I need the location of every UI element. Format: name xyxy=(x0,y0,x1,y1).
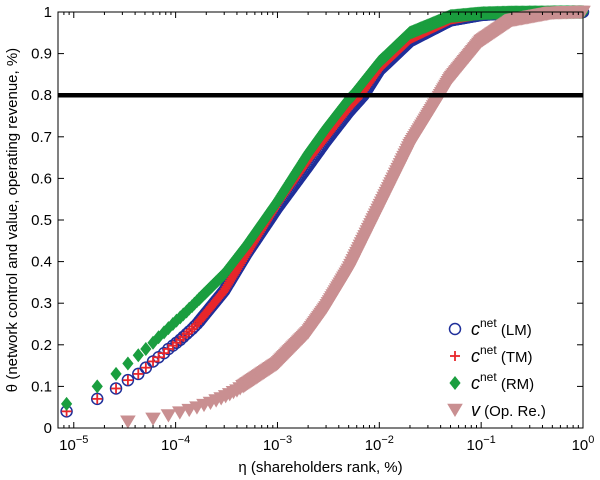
legend-label: cnet (RM) xyxy=(471,370,534,393)
y-tick-label: 0.7 xyxy=(31,129,52,146)
series-4-point xyxy=(120,415,136,429)
legend-marker xyxy=(449,376,461,390)
series-2-point xyxy=(111,383,122,394)
series-1-point xyxy=(139,361,153,374)
x-axis-label: η (shareholders rank, %) xyxy=(238,459,402,476)
series-3-point xyxy=(60,396,73,411)
series-4-point xyxy=(160,409,177,423)
x-tick-label: 10−3 xyxy=(263,434,292,454)
legend-marker xyxy=(450,351,460,361)
y-tick-label: 0 xyxy=(44,420,52,437)
series-2-point xyxy=(140,362,151,373)
series-2-point xyxy=(153,352,164,363)
series-1-point xyxy=(121,373,135,387)
x-tick-label: 10−4 xyxy=(161,434,190,454)
x-tick-label: 100 xyxy=(572,434,595,454)
legend-item: v (Op. Re.) xyxy=(447,400,546,420)
x-tick-label: 10−5 xyxy=(59,434,88,454)
series-4 xyxy=(120,5,591,429)
axis-ticks xyxy=(57,11,584,429)
x-tick-label: 10−2 xyxy=(365,434,394,454)
y-tick-label: 0.5 xyxy=(31,212,52,229)
series-4-point xyxy=(172,406,188,420)
legend-item: cnet (RM) xyxy=(449,370,534,393)
legend: cnet (LM) cnet (TM) cnet (RM) v (Op. Re.) xyxy=(447,316,546,420)
legend-label: cnet (TM) xyxy=(471,343,533,366)
series-4-point xyxy=(145,412,161,426)
legend-label: cnet (LM) xyxy=(471,316,532,339)
series-2-point xyxy=(122,375,133,386)
legend-marker xyxy=(447,403,463,418)
series-3-point xyxy=(91,379,103,394)
series-1-point xyxy=(132,367,145,381)
legend-item: cnet (TM) xyxy=(450,343,533,366)
y-tick-label: 0.6 xyxy=(31,170,52,187)
series-3-point xyxy=(110,366,122,381)
y-axis-label: θ (network control and value, operating … xyxy=(4,48,21,392)
series-2-point xyxy=(133,368,144,379)
x-tick-label: 10−1 xyxy=(467,434,496,454)
series-2-point xyxy=(148,356,159,367)
y-tick-label: 0.3 xyxy=(31,295,52,312)
series-3-point xyxy=(122,356,134,371)
y-tick-label: 0.9 xyxy=(31,46,52,63)
legend-item: cnet (LM) xyxy=(448,316,532,339)
legend-marker xyxy=(448,322,462,336)
legend-label: v (Op. Re.) xyxy=(471,400,546,420)
x-tick-labels: 10−5 10−4 10−3 10−2 10−1 100 xyxy=(59,434,594,454)
series-3-point xyxy=(132,348,144,363)
y-tick-label: 1 xyxy=(44,4,52,21)
y-tick-label: 0.2 xyxy=(31,337,52,354)
series-3-point xyxy=(140,341,152,356)
plot-marks xyxy=(60,5,591,429)
y-tick-labels: 0 0.1 0.2 0.3 0.4 0.5 0.6 0.7 0.8 0.9 1 xyxy=(31,4,52,437)
series-2-point xyxy=(92,393,103,404)
y-tick-label: 0.8 xyxy=(31,87,52,104)
series-1-point xyxy=(109,382,123,395)
y-tick-label: 0.1 xyxy=(31,378,52,395)
y-tick-label: 0.4 xyxy=(31,254,52,271)
